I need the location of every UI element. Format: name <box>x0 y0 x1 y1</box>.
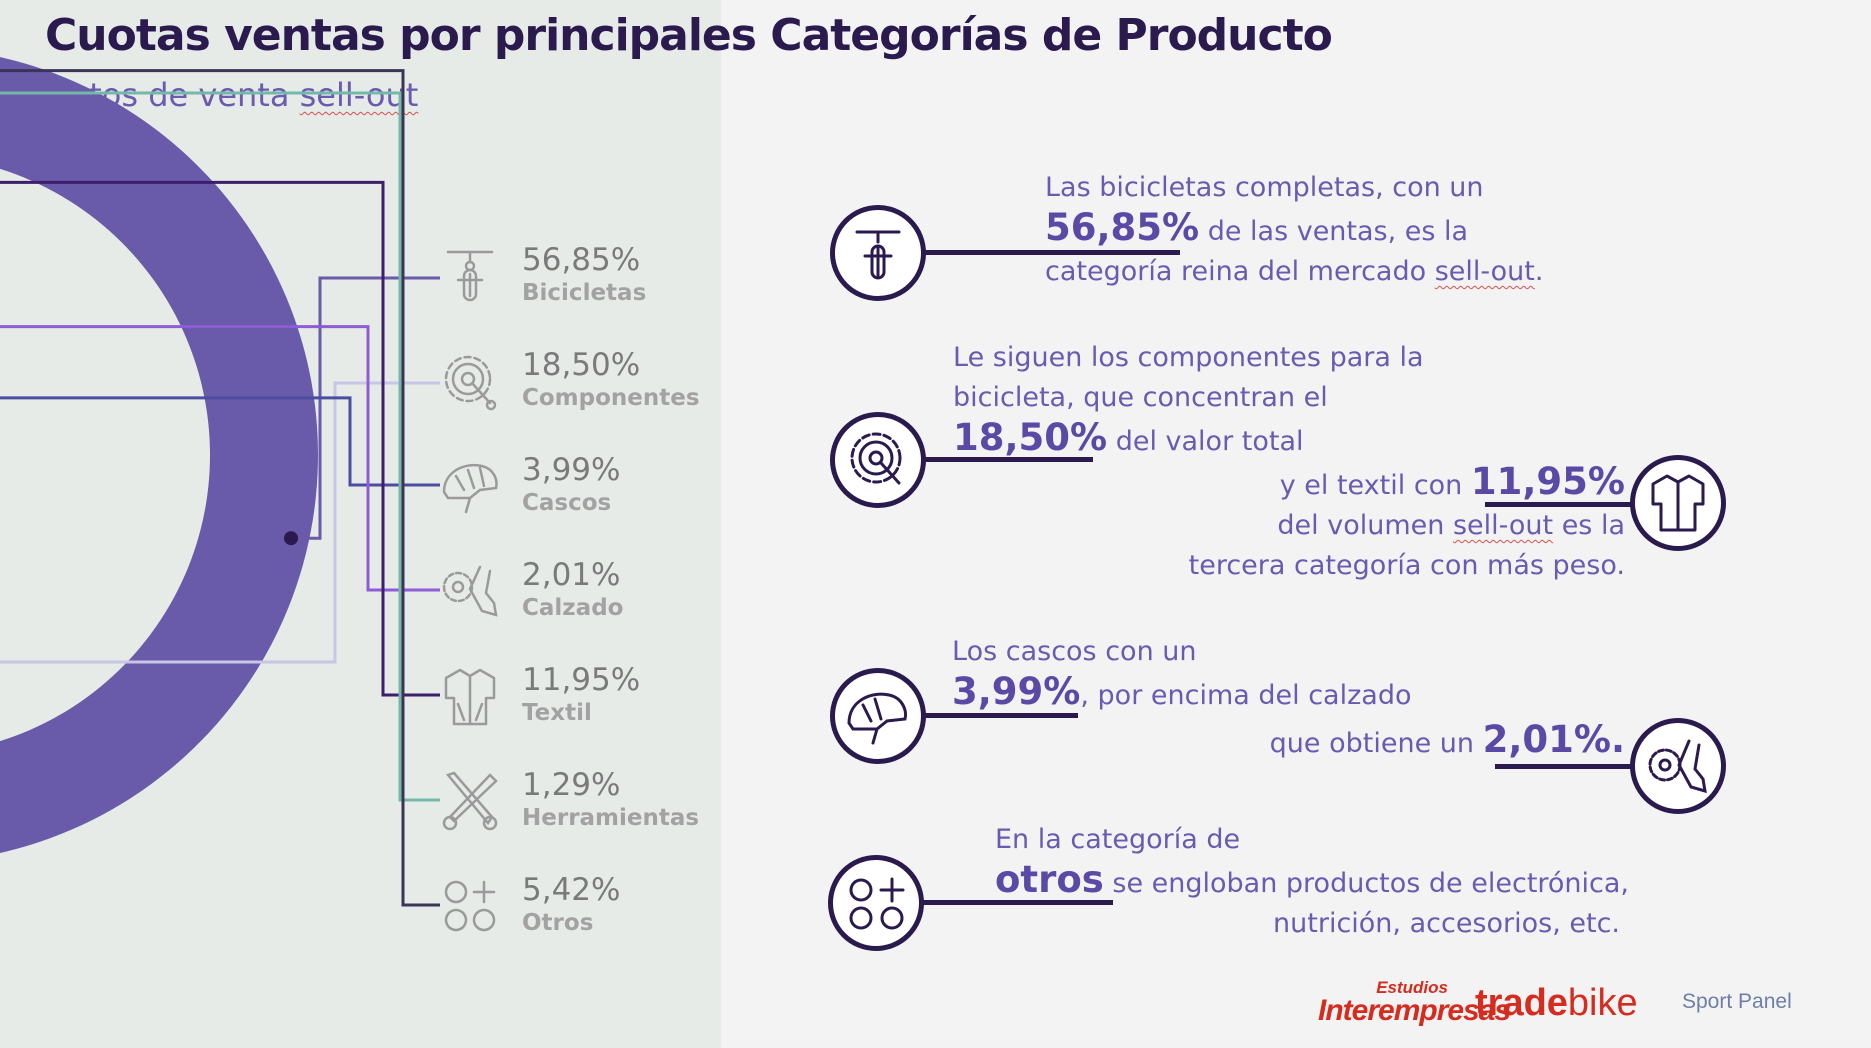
componentes-line1: Le siguen los componentes para la <box>953 342 1424 373</box>
donut-chart <box>0 57 440 907</box>
textil-line1: y el textil con <box>1279 470 1471 501</box>
legend-item-bicicletas: 56,85% Bicicletas <box>440 240 720 320</box>
calzado-big-value: 2,01%. <box>1482 718 1625 761</box>
shoe-icon <box>442 565 498 617</box>
calzado-line1: que obtiene un <box>1269 728 1483 759</box>
textil-connector <box>1485 502 1635 507</box>
leader-line-componentes <box>0 381 440 664</box>
legend-item-calzado: 2,01% Calzado <box>440 555 720 635</box>
textil-line2: del volumen <box>1277 510 1453 541</box>
otros-line2: se engloban productos de electrónica, <box>1103 868 1630 899</box>
legend-item-herramientas: 1,29% Herramientas <box>440 765 720 845</box>
legend-value: 2,01% <box>522 557 621 593</box>
tools-icon <box>442 771 498 831</box>
jersey-circle-icon <box>1630 455 1726 551</box>
leader-line-cascos <box>0 396 440 487</box>
helmet-icon <box>442 463 498 514</box>
jersey-icon <box>444 668 496 726</box>
legend-item-textil: 11,95% Textil <box>440 660 720 740</box>
componentes-big-value: 18,50% <box>953 416 1108 459</box>
bicicletas-line1: Las bicicletas completas, con un <box>1045 172 1484 203</box>
otros-connector <box>923 900 1113 905</box>
legend-item-otros: 5,42% Otros <box>440 870 720 950</box>
legend-value: 18,50% <box>522 347 641 383</box>
componentes-connector <box>925 457 1093 462</box>
otros-line1: En la categoría de <box>995 824 1241 855</box>
legend-label: Bicicletas <box>522 280 647 306</box>
legend-label: Componentes <box>522 385 700 411</box>
cascos-line1: Los cascos con un <box>952 636 1197 667</box>
legend-value: 3,99% <box>522 452 621 488</box>
textil-text: y el textil con 11,95% del volumen sell-… <box>1170 462 1625 586</box>
bicicletas-line3: categoría reina del mercado <box>1045 256 1435 287</box>
helmet-circle-icon <box>830 668 926 764</box>
componentes-line3: del valor total <box>1107 426 1304 457</box>
bicicletas-connector <box>925 250 1180 255</box>
interempresas-logo: Estudios Interempresas <box>1318 978 1511 1027</box>
bicicletas-line3-end: . <box>1534 256 1544 287</box>
legend-label: Otros <box>522 910 594 936</box>
interempresas-logo-main: Interempresas <box>1318 994 1511 1027</box>
bicycle-icon <box>446 250 494 302</box>
otros-big-value: otros <box>995 858 1104 901</box>
gear-circle-icon <box>830 412 926 508</box>
textil-sellout: sell-out <box>1452 510 1554 541</box>
bicicletas-sellout: sell-out <box>1434 256 1535 287</box>
cascos-connector <box>925 713 1078 718</box>
calzado-text: que obtiene un 2,01%. <box>1200 720 1625 764</box>
otros-text-bottom: nutrición, accesorios, etc. <box>1100 904 1620 944</box>
bicicletas-line2: de las ventas, es la <box>1199 216 1469 247</box>
slice-bicicletas <box>0 57 318 853</box>
legend-label: Calzado <box>522 595 624 621</box>
legend-value: 56,85% <box>522 242 641 278</box>
bicicletas-text: Las bicicletas completas, con un 56,85% … <box>1045 168 1543 292</box>
textil-line3: tercera categoría con más peso. <box>1188 550 1625 581</box>
legend-item-cascos: 3,99% Cascos <box>440 450 720 530</box>
calzado-connector <box>1495 764 1635 769</box>
cascos-big-value: 3,99% <box>952 670 1081 713</box>
componentes-text: Le siguen los componentes para la bicicl… <box>953 338 1424 462</box>
otros-line3: nutrición, accesorios, etc. <box>1273 908 1620 939</box>
bicycle-circle-icon <box>830 205 926 301</box>
otros-text-top: En la categoría de otros se engloban pro… <box>995 820 1629 904</box>
legend-value: 11,95% <box>522 662 641 698</box>
others-icon <box>444 880 496 932</box>
others-circle-icon <box>828 855 924 951</box>
leader-line-bicicletas <box>291 276 440 540</box>
componentes-line2: bicicleta, que concentran el <box>953 382 1328 413</box>
tradebike-logo: tradebike <box>1475 982 1638 1025</box>
leader-line-textil <box>0 180 440 697</box>
leader-line-otros <box>0 69 440 907</box>
legend-item-componentes: 18,50% Componentes <box>440 345 720 425</box>
legend-value: 1,29% <box>522 767 621 803</box>
textil-line2-end: es la <box>1553 510 1625 541</box>
tradebike-logo-a: trade <box>1475 982 1568 1024</box>
bicicletas-big-value: 56,85% <box>1045 206 1200 249</box>
page-title: Cuotas ventas por principales Categorías… <box>45 10 1333 61</box>
shoe-circle-icon <box>1630 718 1726 814</box>
cascos-text: Los cascos con un 3,99%, por encima del … <box>952 632 1411 716</box>
cascos-line2: , por encima del calzado <box>1080 680 1412 711</box>
legend-value: 5,42% <box>522 872 621 908</box>
legend-label: Cascos <box>522 490 612 516</box>
legend-label: Textil <box>522 700 592 726</box>
gear-icon <box>444 355 497 411</box>
interempresas-logo-top: Estudios <box>1376 978 1448 997</box>
leader-dot-bicicletas <box>284 531 299 546</box>
sportpanel-logo: Sport Panel <box>1682 990 1792 1013</box>
legend-label: Herramientas <box>522 805 700 831</box>
tradebike-logo-b: bike <box>1567 982 1638 1024</box>
leader-line-herramientas <box>0 91 440 802</box>
textil-big-value: 11,95% <box>1470 460 1625 503</box>
